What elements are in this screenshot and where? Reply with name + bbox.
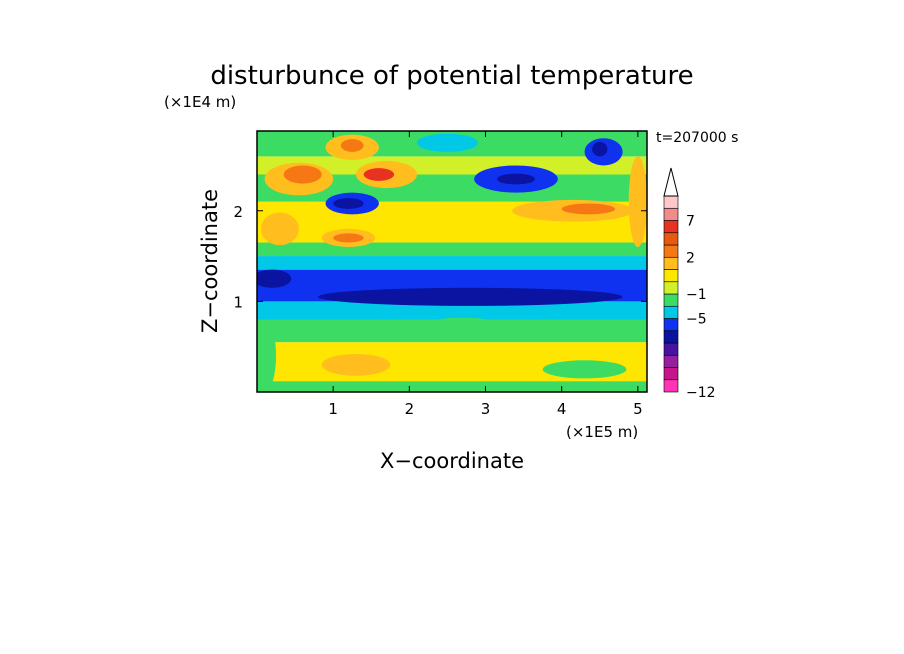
colorbar-segment (663, 293, 679, 307)
x-tick-label: 2 (405, 400, 415, 418)
field-feature (416, 133, 478, 152)
colorbar-extend-arrow (663, 167, 679, 197)
heatmap-field (257, 131, 647, 392)
colorbar-segment (663, 269, 679, 283)
colorbar-segment (663, 354, 679, 368)
field-feature (542, 360, 627, 379)
x-tick-label: 4 (557, 400, 567, 418)
colorbar: −12−5−127 (663, 167, 716, 401)
field-band (257, 242, 647, 257)
x-scale-label: (×1E5 m) (566, 423, 638, 441)
colorbar-segment (663, 342, 679, 356)
field-feature (416, 317, 509, 340)
colorbar-segment (663, 232, 679, 246)
field-feature (257, 319, 277, 392)
field-band (257, 301, 647, 320)
field-band (257, 381, 647, 392)
colorbar-tick-label: −5 (686, 312, 707, 328)
field-band (257, 156, 647, 175)
colorbar-segment (663, 195, 679, 209)
field-feature (333, 198, 364, 209)
x-axis-label: X−coordinate (380, 449, 524, 473)
colorbar-segment (663, 330, 679, 344)
field-feature (496, 173, 536, 185)
field-feature (628, 156, 647, 247)
chart-title: disturbunce of potential temperature (210, 61, 693, 91)
time-label: t=207000 s (656, 130, 738, 146)
field-feature (333, 233, 364, 243)
colorbar-tick-label: 2 (686, 250, 695, 266)
plot-frame (256, 130, 648, 393)
y-axis: 12 (233, 203, 647, 311)
colorbar-segment (663, 318, 679, 332)
field-feature (592, 141, 608, 157)
colorbar-tick-label: −12 (686, 385, 716, 401)
colorbar-segment (663, 207, 679, 221)
x-axis: 1 2 3 4 5 (328, 131, 643, 418)
field-feature (363, 168, 395, 181)
field-feature (321, 353, 391, 376)
colorbar-segment (663, 379, 679, 393)
colorbar-segment (663, 281, 679, 295)
colorbar-segment (663, 244, 679, 258)
x-tick-label: 1 (328, 400, 338, 418)
colorbar-segment (663, 220, 679, 234)
field-feature (340, 139, 364, 152)
field-band (257, 256, 647, 270)
y-tick-label: 2 (233, 203, 243, 221)
field-feature (257, 269, 292, 288)
field-feature (317, 287, 623, 306)
x-tick-label: 3 (481, 400, 491, 418)
colorbar-segment (663, 305, 679, 319)
colorbar-segment (663, 367, 679, 381)
y-axis-label: Z−coordinate (198, 189, 222, 333)
field-feature (260, 212, 299, 246)
field-feature (561, 203, 616, 215)
y-scale-label: (×1E4 m) (164, 93, 236, 111)
colorbar-segment (663, 256, 679, 270)
x-tick-label: 5 (633, 400, 643, 418)
y-tick-label: 1 (233, 293, 243, 311)
colorbar-tick-label: −1 (686, 287, 707, 303)
field-feature (283, 165, 322, 184)
colorbar-tick-label: 7 (686, 214, 695, 230)
